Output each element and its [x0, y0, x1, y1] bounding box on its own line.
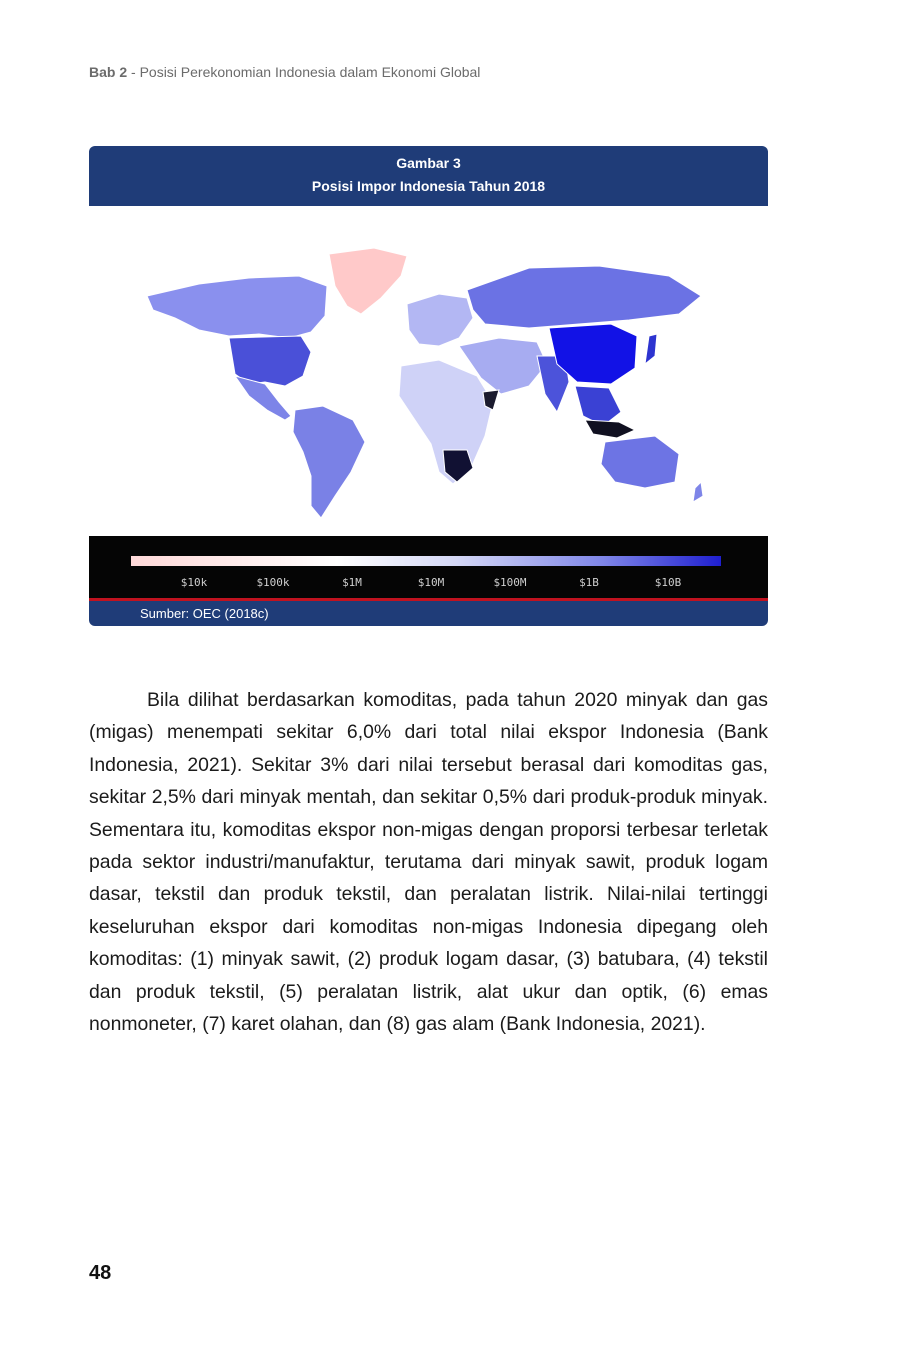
map-middle-east	[458, 337, 548, 395]
map-mexico	[233, 375, 292, 421]
map-indonesia	[584, 419, 637, 439]
map-se-asia	[574, 385, 622, 427]
legend-tick: $10k	[180, 576, 208, 589]
map-china	[548, 323, 638, 385]
figure-title: Posisi Impor Indonesia Tahun 2018	[311, 178, 546, 194]
chapter-title: - Posisi Perekonomian Indonesia dalam Ek…	[127, 64, 481, 80]
color-legend: $10k $100k $1M $10M $100M $1B $10B	[89, 536, 768, 598]
map-russia	[466, 265, 702, 329]
figure-number: Gambar 3	[396, 155, 461, 171]
legend-tick: $10B	[654, 576, 682, 589]
map-horn-africa	[482, 389, 500, 411]
map-australia	[600, 435, 680, 489]
world-map	[89, 206, 768, 536]
map-new-zealand	[692, 480, 704, 503]
figure-source-bar: Sumber: OEC (2018c)	[89, 601, 768, 626]
map-canada	[146, 275, 328, 339]
figure-source: Sumber: OEC (2018c)	[140, 606, 269, 621]
map-south-america	[292, 405, 366, 519]
legend-tick: $1M	[342, 576, 362, 589]
map-southern-africa	[442, 449, 474, 483]
legend-tick: $1B	[579, 576, 599, 589]
legend-gradient	[131, 556, 721, 566]
map-japan	[644, 333, 658, 366]
figure-header: Gambar 3 Posisi Impor Indonesia Tahun 20…	[89, 146, 768, 206]
legend-tick: $10M	[417, 576, 445, 589]
chapter-label: Bab 2	[89, 64, 128, 80]
legend-tick: $100k	[256, 576, 290, 589]
map-greenland	[328, 247, 408, 315]
page-number: 48	[89, 1262, 112, 1284]
legend-divider	[89, 598, 768, 601]
body-paragraph: Bila dilihat berdasarkan komoditas, pada…	[89, 689, 768, 1036]
legend-tick: $100M	[493, 576, 527, 589]
map-europe	[406, 293, 474, 347]
running-head: Bab 2 - Posisi Perekonomian Indonesia da…	[89, 64, 480, 80]
